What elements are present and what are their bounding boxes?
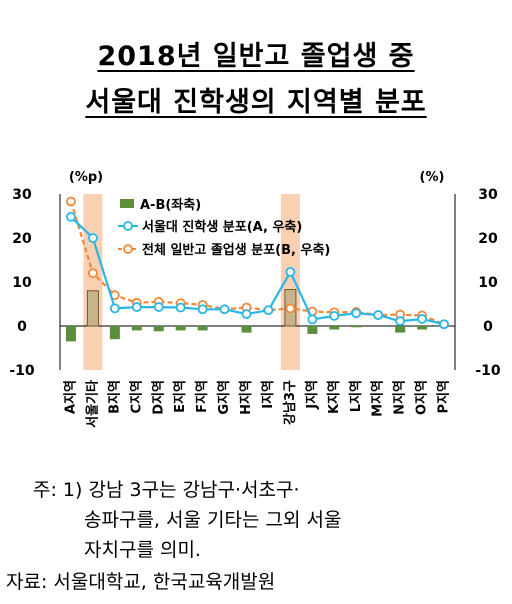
- right-axis-unit: (%): [420, 170, 445, 185]
- chart: 30 30 20 20 10 10 0 0 -10 -10 (%p) (%) A지역 서울기타 B지역 C지역…: [9, 170, 501, 428]
- series-point: [197, 304, 208, 315]
- series-point: [329, 310, 340, 321]
- series-point: [131, 302, 142, 312]
- legend-label: A-B(좌축): [140, 197, 201, 213]
- series-point: [109, 303, 120, 314]
- category-label: N지역: [392, 380, 408, 415]
- series-point: [285, 266, 296, 277]
- series-point: [373, 310, 384, 320]
- right-tick-label: -10: [475, 363, 501, 379]
- footnote-line-2: 송파구를, 서울 기타는 그외 서울: [84, 509, 342, 531]
- legend-marker-a: [123, 221, 133, 231]
- series-point: [417, 314, 427, 324]
- right-tick-label: 0: [483, 319, 493, 335]
- series-point: [241, 309, 252, 320]
- category-label: O지역: [414, 380, 430, 415]
- series-point: [175, 302, 186, 313]
- bar: [131, 326, 142, 331]
- left-axis-unit: (%p): [69, 170, 103, 185]
- category-label: K지역: [326, 380, 342, 414]
- legend-marker-b: [123, 244, 133, 254]
- series-point: [439, 319, 449, 330]
- bar: [197, 326, 208, 331]
- category-label: H지역: [238, 380, 254, 415]
- highlight-band: [83, 194, 103, 370]
- legend-bar-swatch: [120, 199, 134, 208]
- category-label: P지역: [436, 380, 452, 413]
- legend-label: 서울대 진학생 분포(A, 우축): [142, 219, 302, 235]
- series-point: [66, 196, 76, 207]
- series-point: [153, 302, 164, 312]
- category-label: 서울기타: [84, 380, 100, 428]
- category-label: J지역: [304, 380, 320, 410]
- chart-title-line-1: 2018년 일반고 졸업생 중: [97, 41, 415, 72]
- series-line: [69, 201, 445, 326]
- bar: [417, 326, 428, 330]
- bar: [307, 326, 318, 334]
- category-label: B지역: [106, 380, 122, 414]
- legend-label: 전체 일반고 졸업생 분포(B, 우축): [142, 242, 330, 258]
- left-tick-label: 20: [12, 231, 32, 247]
- source-note: 자료: 서울대학교, 한국교육개발원: [6, 571, 276, 593]
- right-tick-label: 30: [478, 187, 498, 203]
- series-point: [88, 233, 98, 243]
- series-point: [307, 314, 318, 325]
- category-label: E지역: [172, 380, 188, 413]
- series-point: [263, 305, 274, 316]
- bar: [395, 326, 406, 333]
- category-label: F지역: [194, 380, 210, 413]
- series-point: [395, 316, 406, 327]
- bar: [153, 326, 164, 332]
- series-point: [66, 211, 76, 222]
- bar: [109, 326, 120, 340]
- series-point: [88, 268, 98, 279]
- bar: [65, 326, 76, 342]
- category-label: D지역: [150, 380, 166, 415]
- series-point: [351, 308, 362, 319]
- series-point: [219, 304, 230, 315]
- right-tick-label: 20: [478, 231, 498, 247]
- category-label: I지역: [260, 380, 276, 409]
- category-label: G지역: [216, 380, 232, 415]
- bar: [351, 326, 362, 328]
- footnote-line-1: 주: 1) 강남 3구는 강남구·서초구·: [33, 479, 300, 501]
- bar: [329, 326, 340, 330]
- category-label: A지역: [62, 380, 78, 414]
- left-tick-label: -10: [9, 363, 35, 379]
- footnote-line-3: 자치구를 의미.: [84, 539, 201, 561]
- right-tick-label: 10: [478, 275, 498, 291]
- left-tick-label: 10: [12, 275, 32, 291]
- category-label: 강남3구: [282, 380, 298, 425]
- chart-title-line-2: 서울대 진학생의 지역별 분포: [85, 87, 427, 118]
- left-tick-label: 0: [17, 319, 27, 335]
- bar: [241, 326, 252, 333]
- bar: [175, 326, 186, 331]
- category-label: M지역: [370, 380, 386, 417]
- category-label: L지역: [348, 380, 364, 412]
- category-label: C지역: [128, 380, 144, 413]
- left-tick-label: 30: [12, 187, 32, 203]
- series-point: [285, 303, 296, 314]
- bar: [86, 290, 99, 327]
